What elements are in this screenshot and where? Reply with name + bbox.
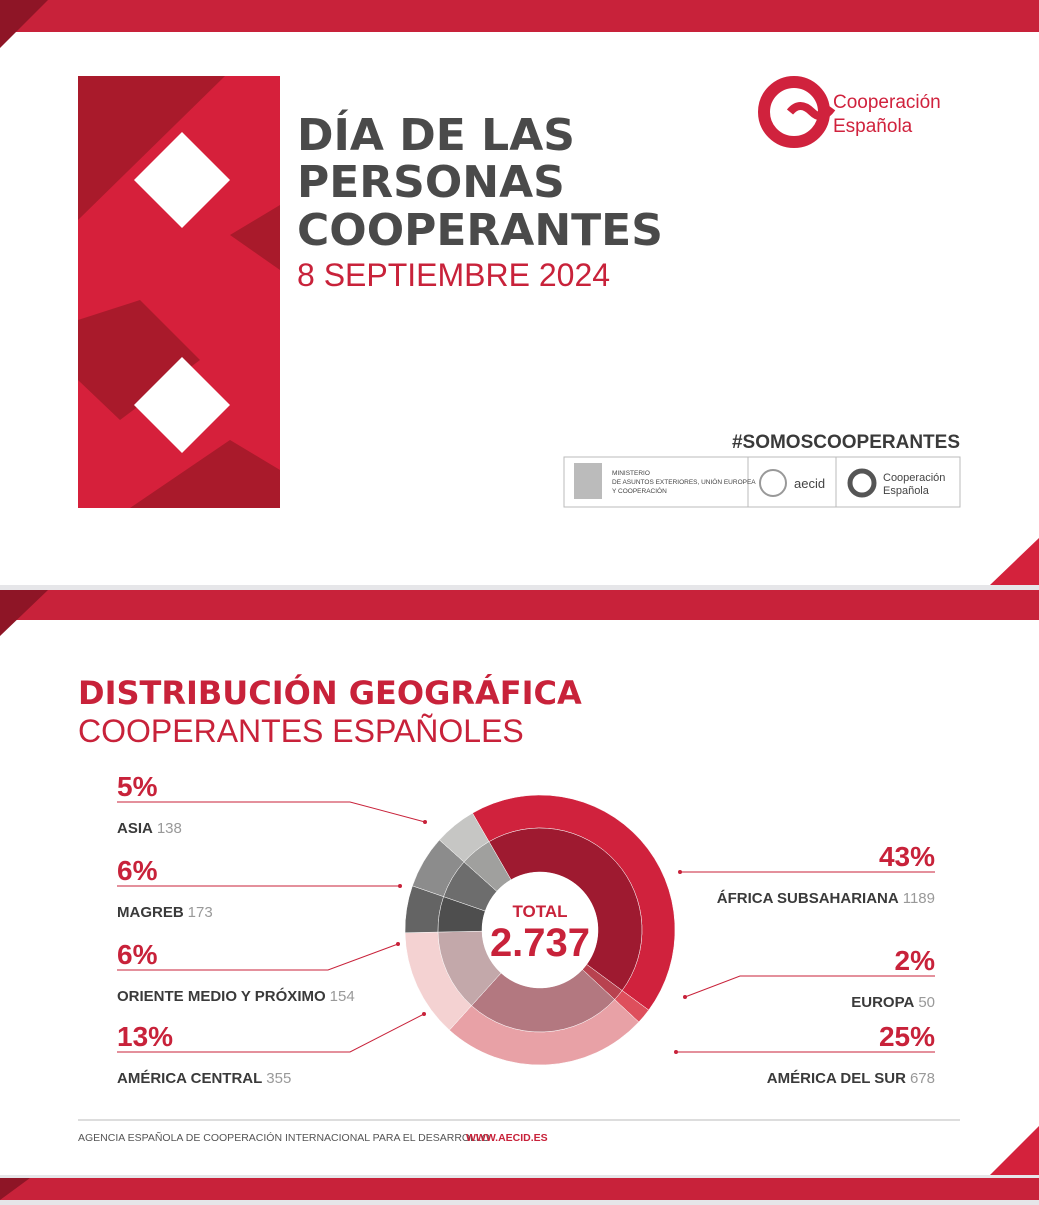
ministry: DE ASUNTOS EXTERIORES, UNIÓN EUROPEA [612, 477, 756, 486]
corner [990, 1126, 1039, 1175]
category-count: 154 [330, 988, 355, 1005]
category-count: 173 [188, 904, 213, 921]
category-name: EUROPA [851, 994, 914, 1011]
total: 2.737 [490, 921, 590, 965]
category-label: MAGREB 173 [117, 904, 213, 921]
category-name: ASIA [117, 820, 153, 837]
hole [482, 872, 598, 988]
leader-dot [396, 942, 400, 946]
band [0, 0, 1039, 32]
corner [990, 538, 1039, 585]
leader-dot [398, 884, 402, 888]
leader-dot [423, 820, 427, 824]
leader-line [117, 943, 399, 971]
percentage: 6% [117, 855, 158, 886]
category-label: AMÉRICA DEL SUR 678 [767, 1070, 935, 1087]
percentage: 2% [895, 945, 936, 976]
leader-dot [678, 870, 682, 874]
leader-dot [674, 1050, 678, 1054]
percentage: 13% [117, 1021, 173, 1052]
logo-text: Cooperación [833, 92, 941, 113]
category-count: 50 [918, 994, 935, 1011]
category-name: ORIENTE MEDIO Y PRÓXIMO [117, 987, 326, 1005]
category-name: MAGREB [117, 904, 184, 921]
total-label: TOTAL [512, 902, 567, 921]
category-label: ORIENTE MEDIO Y PRÓXIMO 154 [117, 987, 355, 1005]
band [0, 590, 1039, 620]
leader-line [117, 1013, 425, 1053]
category-count: 678 [910, 1070, 935, 1087]
category-name: AMÉRICA CENTRAL [117, 1070, 262, 1087]
category-name: AMÉRICA DEL SUR [767, 1070, 906, 1087]
band [0, 1178, 1039, 1200]
footer-url[interactable]: WWW.AECID.ES [466, 1132, 548, 1144]
category-count: 355 [266, 1070, 291, 1087]
title: PERSONAS [297, 157, 565, 208]
footer: AGENCIA ESPAÑOLA DE COOPERACIÓN INTERNAC… [78, 1131, 490, 1144]
logo: Cooperación Española [758, 76, 941, 148]
corner [0, 1178, 30, 1200]
hashtag: #SOMOSCOOPERANTES [732, 432, 960, 453]
title: DÍA DE LAS [297, 108, 575, 161]
percentage: 6% [117, 939, 158, 970]
logo-text: Cooperación [883, 472, 945, 484]
logo-text: Española [833, 116, 913, 137]
aecid: aecid [794, 476, 825, 491]
eight-logo [78, 76, 280, 508]
percentage: 5% [117, 771, 158, 802]
corner [0, 590, 48, 636]
chart-subtitle: COOPERANTES ESPAÑOLES [78, 713, 524, 749]
date: 8 SEPTIEMBRE 2024 [297, 257, 610, 293]
category-label: ASIA 138 [117, 820, 182, 837]
percentage: 25% [879, 1021, 935, 1052]
logo-text: Española [883, 485, 930, 497]
chart-title: DISTRIBUCIÓN GEOGRÁFICA [78, 673, 582, 712]
donut [404, 794, 676, 1066]
corner [0, 0, 48, 48]
category-label: ÁFRICA SUBSAHARIANA 1189 [717, 890, 935, 907]
category-label: EUROPA 50 [851, 994, 935, 1011]
ministry: MINISTERIO [612, 470, 650, 477]
category-label: AMÉRICA CENTRAL 355 [117, 1070, 291, 1087]
leader-dot [422, 1012, 426, 1016]
percentage: 43% [879, 841, 935, 872]
category-count: 138 [157, 820, 182, 837]
ministry: Y COOPERACIÓN [612, 486, 667, 495]
category-name: ÁFRICA SUBSAHARIANA [717, 890, 899, 907]
leader-line [117, 801, 426, 823]
title: COOPERANTES [297, 205, 663, 256]
leader-line [684, 975, 935, 998]
category-count: 1189 [903, 890, 935, 907]
leader-dot [683, 995, 687, 999]
partner-logos: MINISTERIO DE ASUNTOS EXTERIORES, UNIÓN … [563, 456, 961, 508]
